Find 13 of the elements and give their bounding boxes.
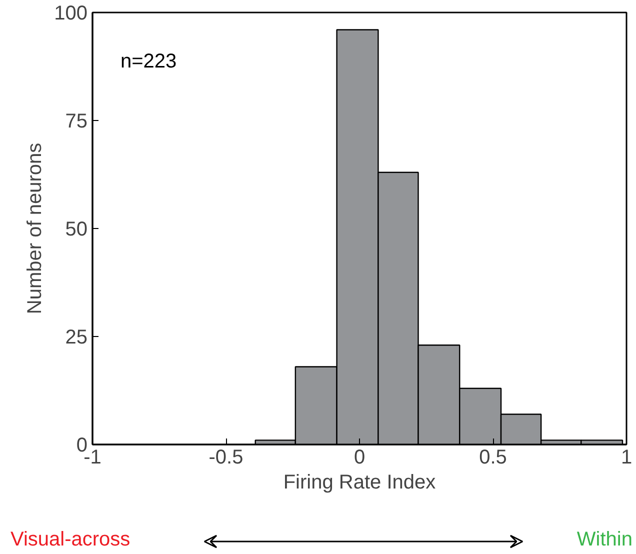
annotation: n=223 <box>120 50 177 72</box>
x-tick-label: 0 <box>354 446 366 468</box>
y-tick-label: 25 <box>65 326 88 348</box>
x-tick-label: -0.5 <box>208 446 244 468</box>
y-tick-label: 75 <box>65 110 88 132</box>
text: Within <box>576 528 633 550</box>
x-tick-label: 0.5 <box>479 446 507 468</box>
x-tick-label: 1 <box>620 446 632 468</box>
y-axis-title: Number of neurons <box>24 142 46 314</box>
y-tick-label: 100 <box>54 2 88 24</box>
y-tick-label: 50 <box>65 218 88 240</box>
x-axis-title: Firing Rate Index <box>283 472 436 494</box>
text: Visual-across <box>10 528 130 550</box>
